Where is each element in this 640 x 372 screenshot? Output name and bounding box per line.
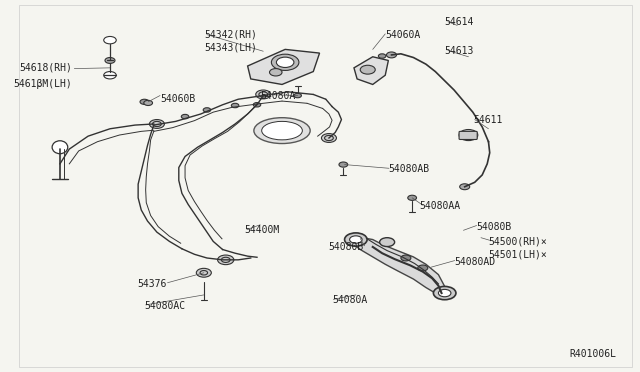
Circle shape (433, 286, 456, 300)
Circle shape (149, 119, 164, 128)
Circle shape (104, 71, 116, 79)
Text: 54613: 54613 (445, 46, 474, 56)
Circle shape (231, 103, 239, 108)
Circle shape (418, 265, 428, 271)
Text: 54080A: 54080A (260, 90, 296, 100)
Circle shape (344, 233, 367, 246)
Text: 54614: 54614 (445, 17, 474, 27)
Circle shape (339, 162, 348, 167)
Polygon shape (351, 238, 448, 297)
Circle shape (378, 54, 386, 58)
Text: 54343(LH): 54343(LH) (204, 42, 257, 52)
Polygon shape (354, 57, 388, 84)
Ellipse shape (262, 121, 302, 140)
Circle shape (218, 255, 234, 264)
Polygon shape (248, 49, 319, 84)
Text: 54080B: 54080B (476, 222, 511, 232)
Circle shape (438, 289, 451, 297)
Circle shape (196, 268, 211, 277)
Circle shape (321, 134, 337, 142)
Circle shape (459, 129, 478, 141)
Text: 54080B: 54080B (328, 242, 364, 252)
Text: 5461βM(LH): 5461βM(LH) (13, 80, 72, 89)
Circle shape (408, 195, 417, 201)
FancyBboxPatch shape (459, 131, 477, 140)
Circle shape (276, 57, 294, 67)
Circle shape (253, 103, 260, 107)
Circle shape (256, 90, 271, 99)
Text: 54611: 54611 (473, 115, 502, 125)
Circle shape (105, 58, 115, 63)
Circle shape (104, 36, 116, 44)
Circle shape (269, 68, 282, 76)
Circle shape (387, 52, 397, 58)
Ellipse shape (52, 141, 68, 154)
Circle shape (271, 54, 299, 70)
Circle shape (181, 114, 189, 119)
Circle shape (401, 255, 411, 261)
Text: 54080AA: 54080AA (420, 201, 461, 211)
Text: 54400M: 54400M (244, 225, 280, 235)
Text: 54080AC: 54080AC (145, 301, 186, 311)
Circle shape (360, 65, 375, 74)
Text: 54500(RH)×: 54500(RH)× (488, 236, 547, 246)
Circle shape (460, 184, 470, 190)
Circle shape (144, 100, 152, 106)
Text: R401006L: R401006L (570, 349, 617, 359)
Circle shape (349, 236, 362, 243)
Text: 54080A: 54080A (332, 295, 367, 305)
Text: 54080AB: 54080AB (388, 164, 429, 174)
Text: 54342(RH): 54342(RH) (204, 30, 257, 40)
Text: 54060B: 54060B (160, 94, 195, 104)
Circle shape (203, 108, 211, 112)
Circle shape (140, 99, 148, 105)
Circle shape (294, 93, 301, 98)
Text: 54618(RH): 54618(RH) (20, 63, 72, 73)
Circle shape (380, 238, 395, 247)
Text: 54060A: 54060A (385, 30, 420, 40)
Ellipse shape (254, 118, 310, 144)
Text: 54376: 54376 (137, 279, 166, 289)
Text: 54501(LH)×: 54501(LH)× (488, 249, 547, 259)
Text: 54080AD: 54080AD (454, 257, 495, 267)
